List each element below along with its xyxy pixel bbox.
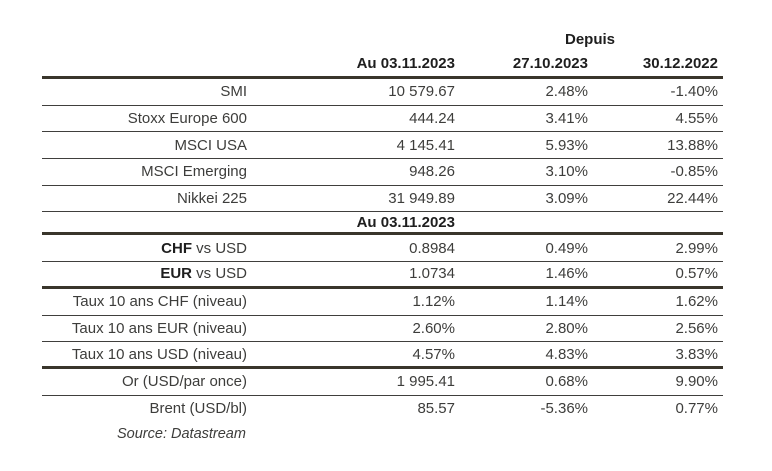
source-note: Source: Datastream (117, 426, 246, 443)
row-value-level: 1.12% (412, 293, 455, 311)
row-value-week: 4.83% (545, 345, 588, 363)
market-data-table: Depuis Au 03.11.2023 27.10.2023 30.12.20… (42, 26, 723, 446)
table-row-msci-emerging: MSCI Emerging 948.26 3.10% -0.85% (42, 159, 723, 186)
column-header-au-date: Au 03.11.2023 (356, 55, 455, 72)
header-divider (42, 76, 723, 79)
row-label-text: Taux 10 ans USD (niveau) (71, 345, 247, 363)
row-label-text: Taux 10 ans EUR (niveau) (71, 319, 247, 337)
table-row-chf-usd: CHF vs USD 0.8984 0.49% 2.99% (42, 235, 723, 263)
table-row-gold: Or (USD/par once) 1 995.41 0.68% 9.90% (42, 369, 723, 396)
table-row-nikkei: Nikkei 225 31 949.89 3.09% 22.44% (42, 186, 723, 213)
row-value-level: 2.60% (412, 319, 455, 337)
row-label-text: Or (USD/par once) (121, 373, 247, 391)
table-row-smi: SMI 10 579.67 2.48% -1.40% (42, 79, 723, 106)
row-label: Nikkei 225 (42, 190, 252, 207)
row-label-text: Brent (USD/bl) (149, 400, 247, 418)
table-row-brent: Brent (USD/bl) 85.57 -5.36% 0.77% (42, 396, 723, 423)
table-row-rate-usd: Taux 10 ans USD (niveau) 4.57% 4.83% 3.8… (42, 342, 723, 369)
row-label: Stoxx Europe 600 (42, 110, 252, 127)
row-label: MSCI Emerging (42, 163, 252, 180)
row-value-ytd: 0.77% (675, 400, 718, 418)
row-label-text: SMI (220, 83, 247, 101)
row-label-bold: CHF (161, 239, 192, 257)
row-value-level: 948.26 (409, 163, 455, 181)
row-value-ytd: 4.55% (675, 110, 718, 128)
row-value-week: -5.36% (540, 400, 588, 418)
column-header-empty (42, 72, 252, 76)
column-header-since-year-start: 30.12.2022 (642, 55, 718, 72)
row-value-week: 0.68% (545, 373, 588, 391)
row-label: Or (USD/par once) (42, 373, 252, 390)
row-value-week: 2.48% (545, 83, 588, 101)
table-row-rate-chf: Taux 10 ans CHF (niveau) 1.12% 1.14% 1.6… (42, 289, 723, 316)
row-value-week: 5.93% (545, 136, 588, 154)
row-label: SMI (42, 83, 252, 100)
row-value-ytd: 2.99% (675, 239, 718, 257)
row-value-level: 4.57% (412, 345, 455, 363)
row-value-level: 31 949.89 (388, 190, 455, 208)
row-value-week: 1.46% (545, 265, 588, 283)
row-value-ytd: 2.56% (675, 319, 718, 337)
row-label-text: vs USD (191, 265, 247, 283)
row-label: CHF vs USD (42, 240, 252, 257)
row-value-week: 1.14% (545, 293, 588, 311)
row-value-ytd: 22.44% (667, 190, 718, 208)
row-label-text: Nikkei 225 (176, 190, 247, 208)
column-header-row: Au 03.11.2023 27.10.2023 30.12.2022 (42, 50, 723, 76)
row-label: Brent (USD/bl) (42, 400, 252, 417)
row-value-ytd: 9.90% (675, 373, 718, 391)
table-row-eur-usd: EUR vs USD 1.0734 1.46% 0.57% (42, 262, 723, 289)
row-value-level: 0.8984 (409, 239, 455, 257)
row-label: Taux 10 ans EUR (niveau) (42, 320, 252, 337)
row-label: Taux 10 ans USD (niveau) (42, 346, 252, 363)
row-label-text: MSCI USA (174, 136, 247, 154)
row-value-week: 0.49% (545, 239, 588, 257)
row-label-text: Taux 10 ans CHF (niveau) (72, 293, 247, 311)
row-value-week: 2.80% (545, 319, 588, 337)
row-label-text: MSCI Emerging (141, 163, 247, 181)
row-value-ytd: -0.85% (670, 163, 718, 181)
subheader-au-date: Au 03.11.2023 (356, 213, 455, 231)
row-value-ytd: 1.62% (675, 293, 718, 311)
row-label: MSCI USA (42, 137, 252, 154)
table-row-msci-usa: MSCI USA 4 145.41 5.93% 13.88% (42, 132, 723, 160)
row-label: Taux 10 ans CHF (niveau) (42, 293, 252, 310)
row-value-week: 3.10% (545, 163, 588, 181)
row-value-ytd: 13.88% (667, 136, 718, 154)
row-value-week: 3.09% (545, 190, 588, 208)
row-value-level: 4 145.41 (396, 136, 455, 154)
mid-section-header-row: Au 03.11.2023 (42, 212, 723, 236)
depuis-label: Depuis (564, 31, 615, 48)
column-header-since-prev-week: 27.10.2023 (512, 55, 588, 72)
row-value-level: 85.57 (417, 400, 455, 418)
row-label-text: Stoxx Europe 600 (127, 110, 247, 128)
row-value-ytd: 3.83% (675, 345, 718, 363)
row-value-level: 444.24 (409, 110, 455, 128)
row-value-level: 1.0734 (409, 265, 455, 283)
row-value-week: 3.41% (545, 110, 588, 128)
row-label-text: vs USD (191, 239, 247, 257)
row-value-ytd: -1.40% (670, 83, 718, 101)
row-value-ytd: 0.57% (675, 265, 718, 283)
row-value-level: 1 995.41 (396, 373, 455, 391)
table-row-stoxx: Stoxx Europe 600 444.24 3.41% 4.55% (42, 106, 723, 133)
depuis-header-row: Depuis (42, 26, 723, 50)
row-label-bold: EUR (160, 265, 192, 283)
row-value-level: 10 579.67 (388, 83, 455, 101)
row-label: EUR vs USD (42, 265, 252, 282)
table-row-rate-eur: Taux 10 ans EUR (niveau) 2.60% 2.80% 2.5… (42, 316, 723, 343)
